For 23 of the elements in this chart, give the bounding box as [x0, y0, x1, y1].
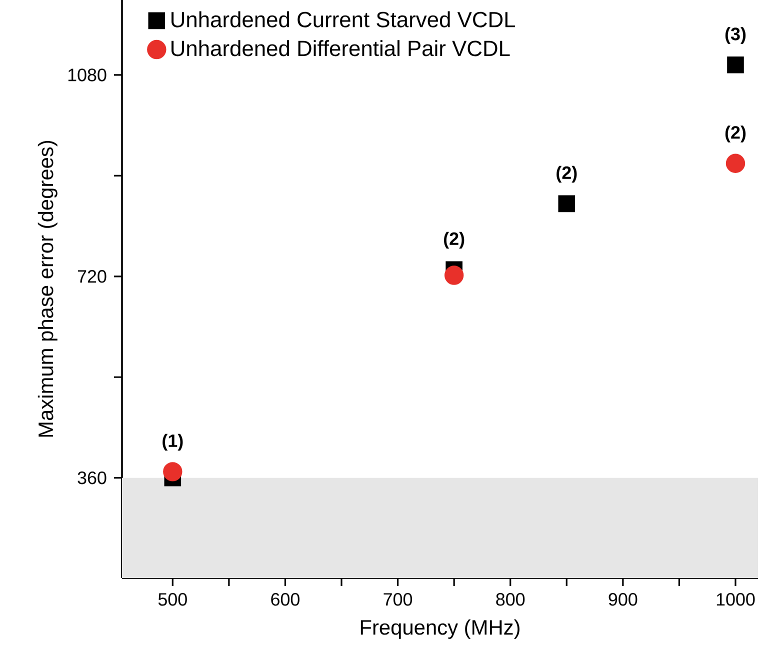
x-axis-title: Frequency (MHz): [360, 619, 520, 639]
y-tick-label: 360: [78, 471, 106, 484]
y-axis-title: Maximum phase error (degrees): [38, 140, 58, 437]
annotation: (2): [444, 232, 464, 249]
annotation: (2): [725, 126, 746, 142]
annotation: (3): [725, 27, 746, 44]
legend-label: Unhardened Current Starved VCDL: [172, 11, 516, 28]
annotation: (2): [556, 166, 577, 183]
y-tick-label: 1080: [68, 68, 106, 82]
x-tick-label: 900: [608, 593, 638, 606]
point: [726, 154, 746, 173]
x-tick-label: 600: [271, 593, 300, 606]
point: [444, 266, 464, 285]
point: [163, 462, 182, 482]
x-tick-label: 700: [384, 593, 412, 606]
x-tick-label: 800: [496, 593, 525, 606]
x-tick-label: 500: [158, 593, 187, 606]
point: [727, 56, 744, 74]
x-tick-label: 1000: [716, 593, 755, 606]
y-tick-label: 720: [78, 270, 106, 283]
annotation: (1): [162, 434, 183, 451]
legend-label: Unhardened Differential Pair VCDL: [172, 40, 510, 56]
point: [558, 195, 576, 212]
